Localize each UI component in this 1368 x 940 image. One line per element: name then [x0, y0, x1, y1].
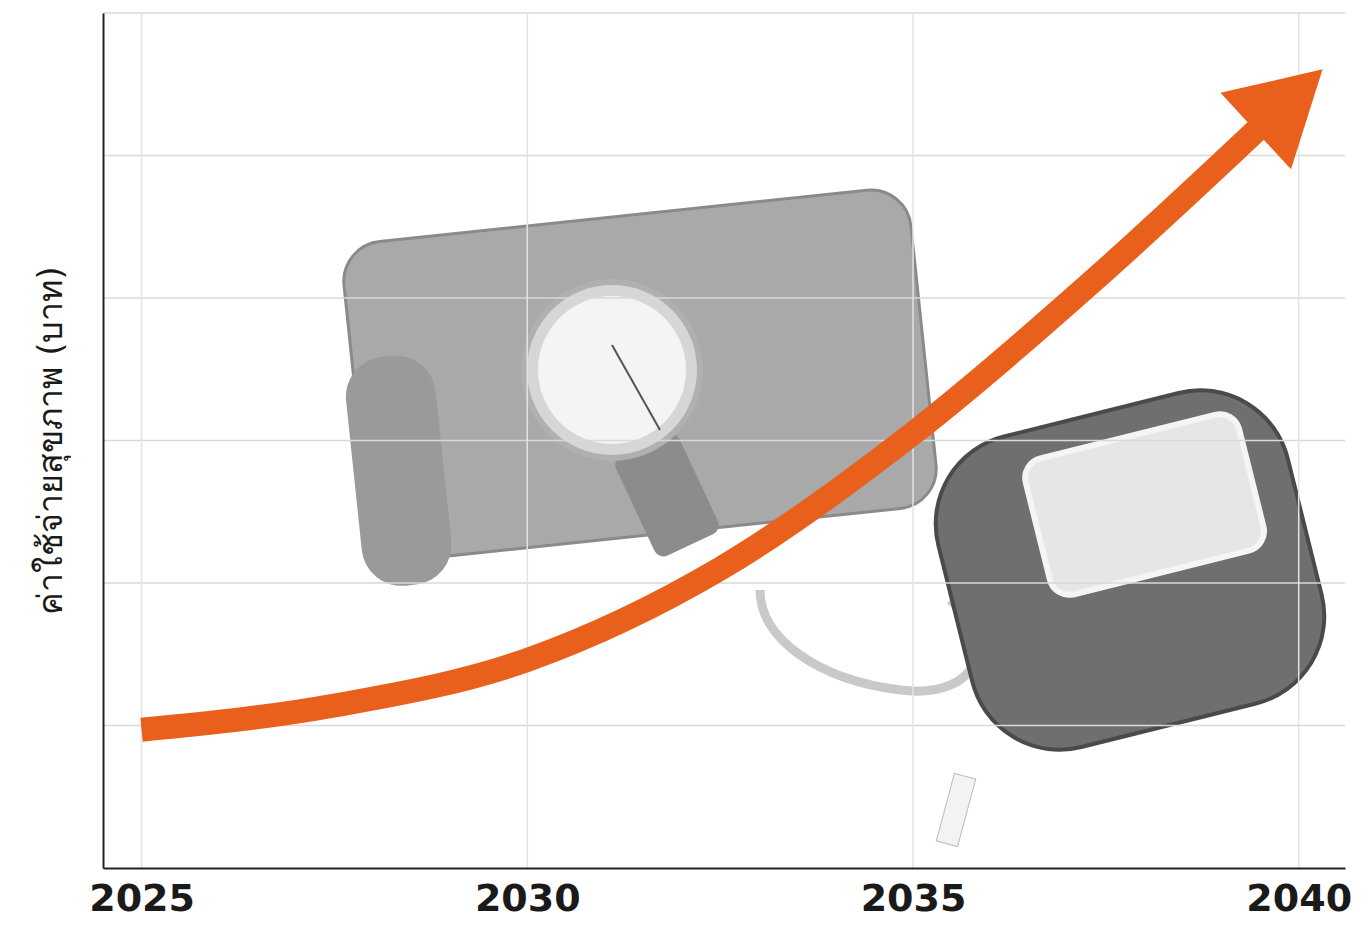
trend-line — [142, 127, 1261, 730]
glucose-meter — [917, 371, 1344, 769]
tick-label: 2030 — [475, 876, 581, 920]
gauge-needle — [612, 345, 660, 430]
grid-line — [527, 13, 529, 868]
tick: 2040 — [1246, 868, 1352, 920]
tube — [760, 590, 977, 691]
grid-line — [103, 582, 1345, 584]
grid-line — [141, 13, 143, 868]
tick: 2035 — [861, 868, 967, 920]
x-axis: 2025 2030 2035 2040 — [89, 868, 1352, 920]
grid — [103, 13, 1345, 868]
tick: 2030 — [475, 868, 581, 920]
marks — [142, 69, 1323, 729]
axis-line — [104, 868, 1346, 870]
axis-line — [103, 14, 105, 869]
y-axis — [103, 14, 105, 869]
gauge — [524, 282, 700, 458]
gauge-face — [538, 296, 686, 444]
grid-line — [103, 297, 1345, 299]
plot: 2025 2030 2035 2040 — [89, 13, 1352, 920]
arrow-head — [1220, 69, 1322, 169]
test-strip — [936, 773, 975, 846]
tick-label: 2025 — [89, 876, 195, 920]
tick: 2025 — [89, 868, 195, 920]
grid-line — [103, 12, 1345, 14]
meter-screen — [1021, 410, 1268, 599]
cuff-roll — [342, 352, 456, 590]
grid-line — [103, 440, 1345, 442]
axis-title: ค่าใช้จ่ายสุขภาพ (บาท) — [30, 266, 71, 614]
illustration — [340, 186, 1344, 847]
tick-label: 2035 — [861, 876, 967, 920]
tick-label: 2040 — [1246, 876, 1352, 920]
chart: 2025 2030 2035 2040 ค่าใช้จ่ายสุขภาพ (บาท) — [0, 0, 1368, 940]
grid-line — [103, 155, 1345, 157]
